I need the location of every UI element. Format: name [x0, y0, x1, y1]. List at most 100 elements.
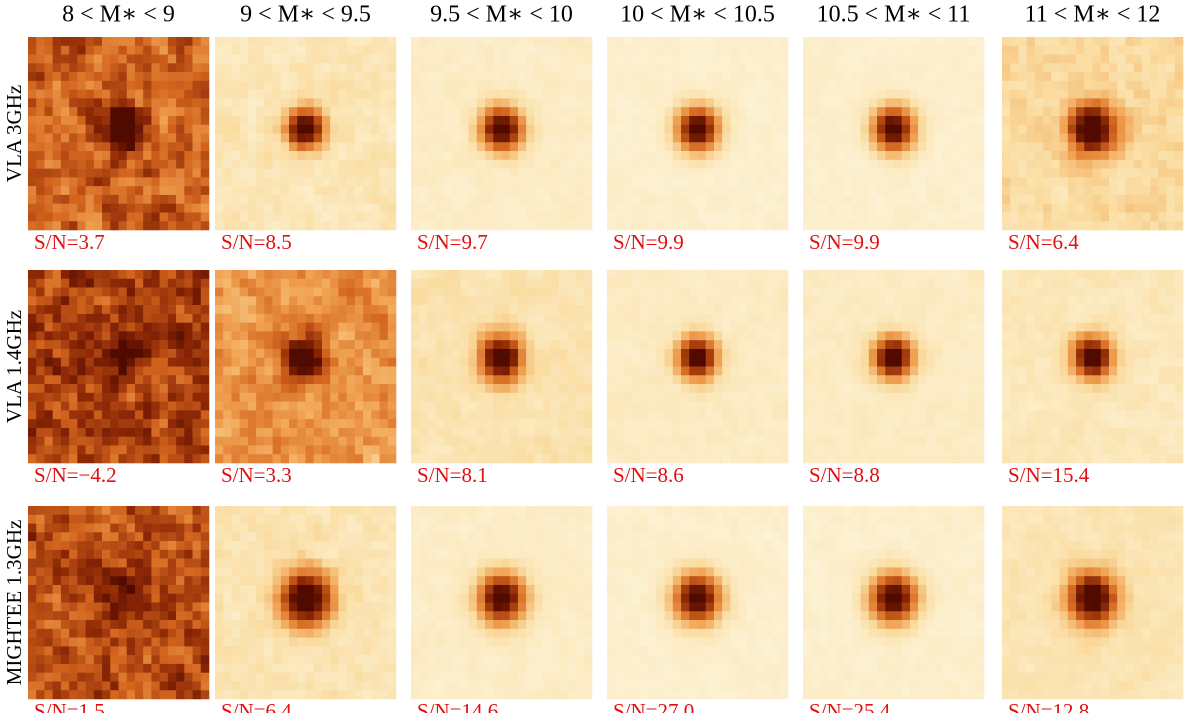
pixel [860, 203, 870, 213]
pixel [689, 270, 698, 280]
pixel [1125, 54, 1134, 64]
pixel [771, 427, 781, 437]
pixel [321, 296, 331, 306]
pixel [844, 212, 853, 222]
pixel [501, 98, 511, 108]
pixel [509, 384, 519, 394]
pixel [338, 212, 347, 222]
pixel [975, 159, 985, 169]
pixel [69, 212, 78, 222]
pixel [763, 305, 772, 315]
pixel [93, 124, 103, 134]
pixel [371, 168, 380, 178]
pixel [860, 212, 870, 222]
pixel [443, 313, 453, 323]
pixel [1166, 194, 1176, 204]
pixel [143, 366, 152, 376]
pixel [738, 401, 748, 411]
pixel [289, 313, 298, 323]
pixel [28, 133, 37, 143]
pixel [289, 419, 298, 429]
pixel [583, 270, 593, 280]
pixel [705, 212, 715, 222]
pixel [36, 203, 45, 213]
pixel [52, 151, 62, 161]
pixel [184, 313, 193, 323]
pixel [167, 340, 177, 350]
pixel [909, 80, 919, 90]
pixel [77, 37, 86, 47]
pixel [779, 348, 789, 359]
pixel [567, 375, 576, 385]
pixel [967, 89, 977, 99]
pixel [231, 419, 240, 429]
pixel [967, 168, 977, 178]
pixel [346, 177, 356, 187]
pixel [1051, 133, 1060, 143]
pixel [705, 340, 715, 350]
pixel [526, 348, 535, 359]
pixel [239, 305, 249, 315]
pixel [755, 348, 764, 359]
pixel [819, 445, 828, 455]
pixel [1002, 124, 1011, 134]
pixel [509, 331, 519, 341]
pixel [1133, 194, 1143, 204]
pixel [379, 203, 389, 213]
pixel [697, 203, 707, 213]
pixel [1100, 142, 1110, 152]
pixel [280, 63, 290, 73]
pixel [819, 212, 828, 222]
pixel [371, 340, 380, 350]
pixel [877, 80, 886, 90]
pixel [330, 410, 339, 420]
pixel [427, 221, 436, 231]
stack-panel [411, 270, 593, 464]
pixel [36, 194, 45, 204]
pixel [819, 331, 828, 341]
pixel [1043, 63, 1052, 73]
pixel [1084, 124, 1093, 134]
pixel [517, 410, 527, 420]
pixel [648, 348, 657, 359]
pixel [52, 159, 62, 169]
pixel [811, 72, 820, 82]
pixel [893, 124, 903, 134]
pixel [239, 454, 249, 464]
pixel [36, 357, 45, 367]
pixel [1018, 115, 1027, 126]
pixel [1026, 37, 1036, 47]
pixel [542, 419, 552, 429]
pixel [1100, 107, 1110, 117]
pixel [443, 203, 453, 213]
pixel [387, 194, 397, 204]
pixel [151, 340, 160, 350]
pixel [321, 287, 331, 297]
pixel [827, 159, 837, 169]
pixel [52, 203, 62, 213]
pixel [967, 107, 977, 117]
pixel [28, 348, 37, 359]
pixel [272, 37, 282, 47]
pixel [52, 107, 62, 117]
pixel [763, 203, 772, 213]
pixel [176, 124, 185, 134]
pixel [379, 45, 389, 55]
pixel [664, 133, 674, 143]
pixel [975, 124, 985, 134]
pixel [338, 445, 347, 455]
pixel [264, 445, 273, 455]
pixel [1117, 124, 1126, 134]
pixel [615, 63, 624, 73]
pixel [231, 427, 240, 437]
pixel [575, 212, 585, 222]
pixel [827, 107, 837, 117]
pixel [289, 445, 298, 455]
pixel [951, 142, 960, 152]
pixel [468, 45, 478, 55]
pixel [452, 80, 461, 90]
pixel [1141, 133, 1151, 143]
pixel [223, 72, 232, 82]
pixel [1067, 221, 1077, 231]
pixel [1174, 142, 1184, 152]
